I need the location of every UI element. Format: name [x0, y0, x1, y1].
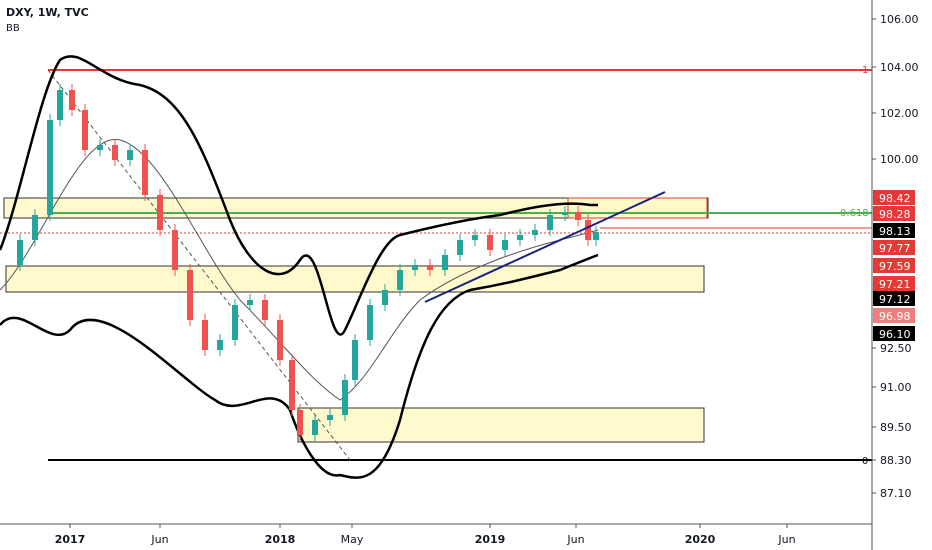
candle-body	[157, 195, 163, 230]
bollinger-upper-band	[0, 55, 598, 336]
ascending-trendline	[424, 191, 666, 303]
price-label-box	[873, 276, 915, 291]
candle-body	[585, 220, 591, 240]
time-tick-label: 2019	[475, 533, 506, 546]
candle-body	[487, 235, 493, 250]
price-tick-label: 106.00	[880, 13, 919, 26]
candle-body	[69, 90, 75, 110]
price-label: 98.28	[879, 208, 911, 221]
candle-body	[262, 300, 268, 320]
price-label-box	[873, 258, 915, 273]
candle-body	[367, 305, 373, 340]
support-zone	[5, 265, 705, 293]
candle-body	[172, 230, 178, 270]
candle-body	[82, 110, 88, 150]
candle-body	[202, 320, 208, 350]
resistance-zone	[567, 197, 708, 219]
price-label-box	[873, 206, 915, 221]
candle-body	[312, 420, 318, 435]
candle-body	[382, 290, 388, 305]
time-tick-label: Jun	[777, 533, 795, 546]
price-label: 97.21	[879, 278, 911, 291]
candle-body	[17, 240, 23, 265]
candle-body	[187, 270, 193, 320]
time-tick-label: Jun	[566, 533, 584, 546]
price-label-box	[873, 308, 915, 323]
price-tick-label: 87.10	[880, 487, 912, 500]
time-tick-label: May	[341, 533, 364, 546]
indicator-label: BB	[6, 23, 20, 34]
price-label-box	[873, 190, 915, 205]
price-tick-label: 92.50	[880, 342, 912, 355]
price-label-box	[873, 326, 915, 341]
chart-title: DXY, 1W, TVC	[6, 6, 89, 19]
fib-label: 1	[862, 65, 868, 76]
candle-body	[472, 235, 478, 240]
price-tick-label: 102.00	[880, 107, 919, 120]
price-tick-label: 88.30	[880, 454, 912, 467]
candle-body	[575, 212, 581, 220]
candle-body	[232, 305, 238, 340]
candle-body	[532, 230, 538, 235]
support-zone	[567, 197, 708, 219]
price-label: 98.13	[879, 225, 911, 238]
candle-body	[427, 265, 433, 270]
price-tick-label: 91.00	[880, 381, 912, 394]
time-tick-label: 2017	[55, 533, 86, 546]
price-label: 97.59	[879, 260, 911, 273]
price-label-box	[873, 223, 915, 238]
candle-body	[457, 240, 463, 255]
candle-body	[562, 212, 568, 215]
price-tick-label: 104.00	[880, 61, 919, 74]
price-label: 97.77	[879, 242, 911, 255]
bollinger-basis	[0, 139, 599, 401]
fib-label: 0	[862, 456, 868, 467]
candle-body	[289, 360, 295, 410]
candle-body	[97, 145, 103, 150]
time-tick-label: 2020	[685, 533, 716, 546]
price-label: 96.10	[879, 328, 911, 341]
candle-body	[327, 415, 333, 420]
candle-body	[412, 265, 418, 270]
price-label: 97.12	[879, 293, 911, 306]
candle-body	[112, 145, 118, 160]
price-label: 96.98	[879, 310, 911, 323]
candle-body	[32, 215, 38, 240]
candle-body	[247, 300, 253, 305]
candle-body	[47, 120, 53, 215]
candle-body	[57, 90, 63, 120]
candle-body	[397, 270, 403, 290]
price-label-box	[873, 291, 915, 306]
bollinger-lower-band	[0, 253, 599, 479]
price-tick-label: 100.00	[880, 153, 919, 166]
candle-body	[277, 320, 283, 360]
candle-body	[593, 232, 599, 240]
candle-body	[442, 255, 448, 270]
time-tick-label: Jun	[150, 533, 168, 546]
fib-label: 0.618	[840, 208, 869, 219]
candle-body	[217, 340, 223, 350]
candle-body	[517, 235, 523, 240]
price-tick-label: 89.50	[880, 421, 912, 434]
fib-trend-dashed	[47, 69, 351, 461]
candle-body	[127, 150, 133, 160]
candle-body	[547, 215, 553, 230]
price-label: 98.42	[879, 192, 911, 205]
support-zone	[297, 407, 705, 443]
time-tick-label: 2018	[265, 533, 296, 546]
candle-body	[342, 380, 348, 415]
candle-body	[502, 240, 508, 250]
candle-body	[297, 410, 303, 435]
candle-body	[352, 340, 358, 380]
candle-body	[142, 150, 148, 195]
price-label-box	[873, 240, 915, 255]
